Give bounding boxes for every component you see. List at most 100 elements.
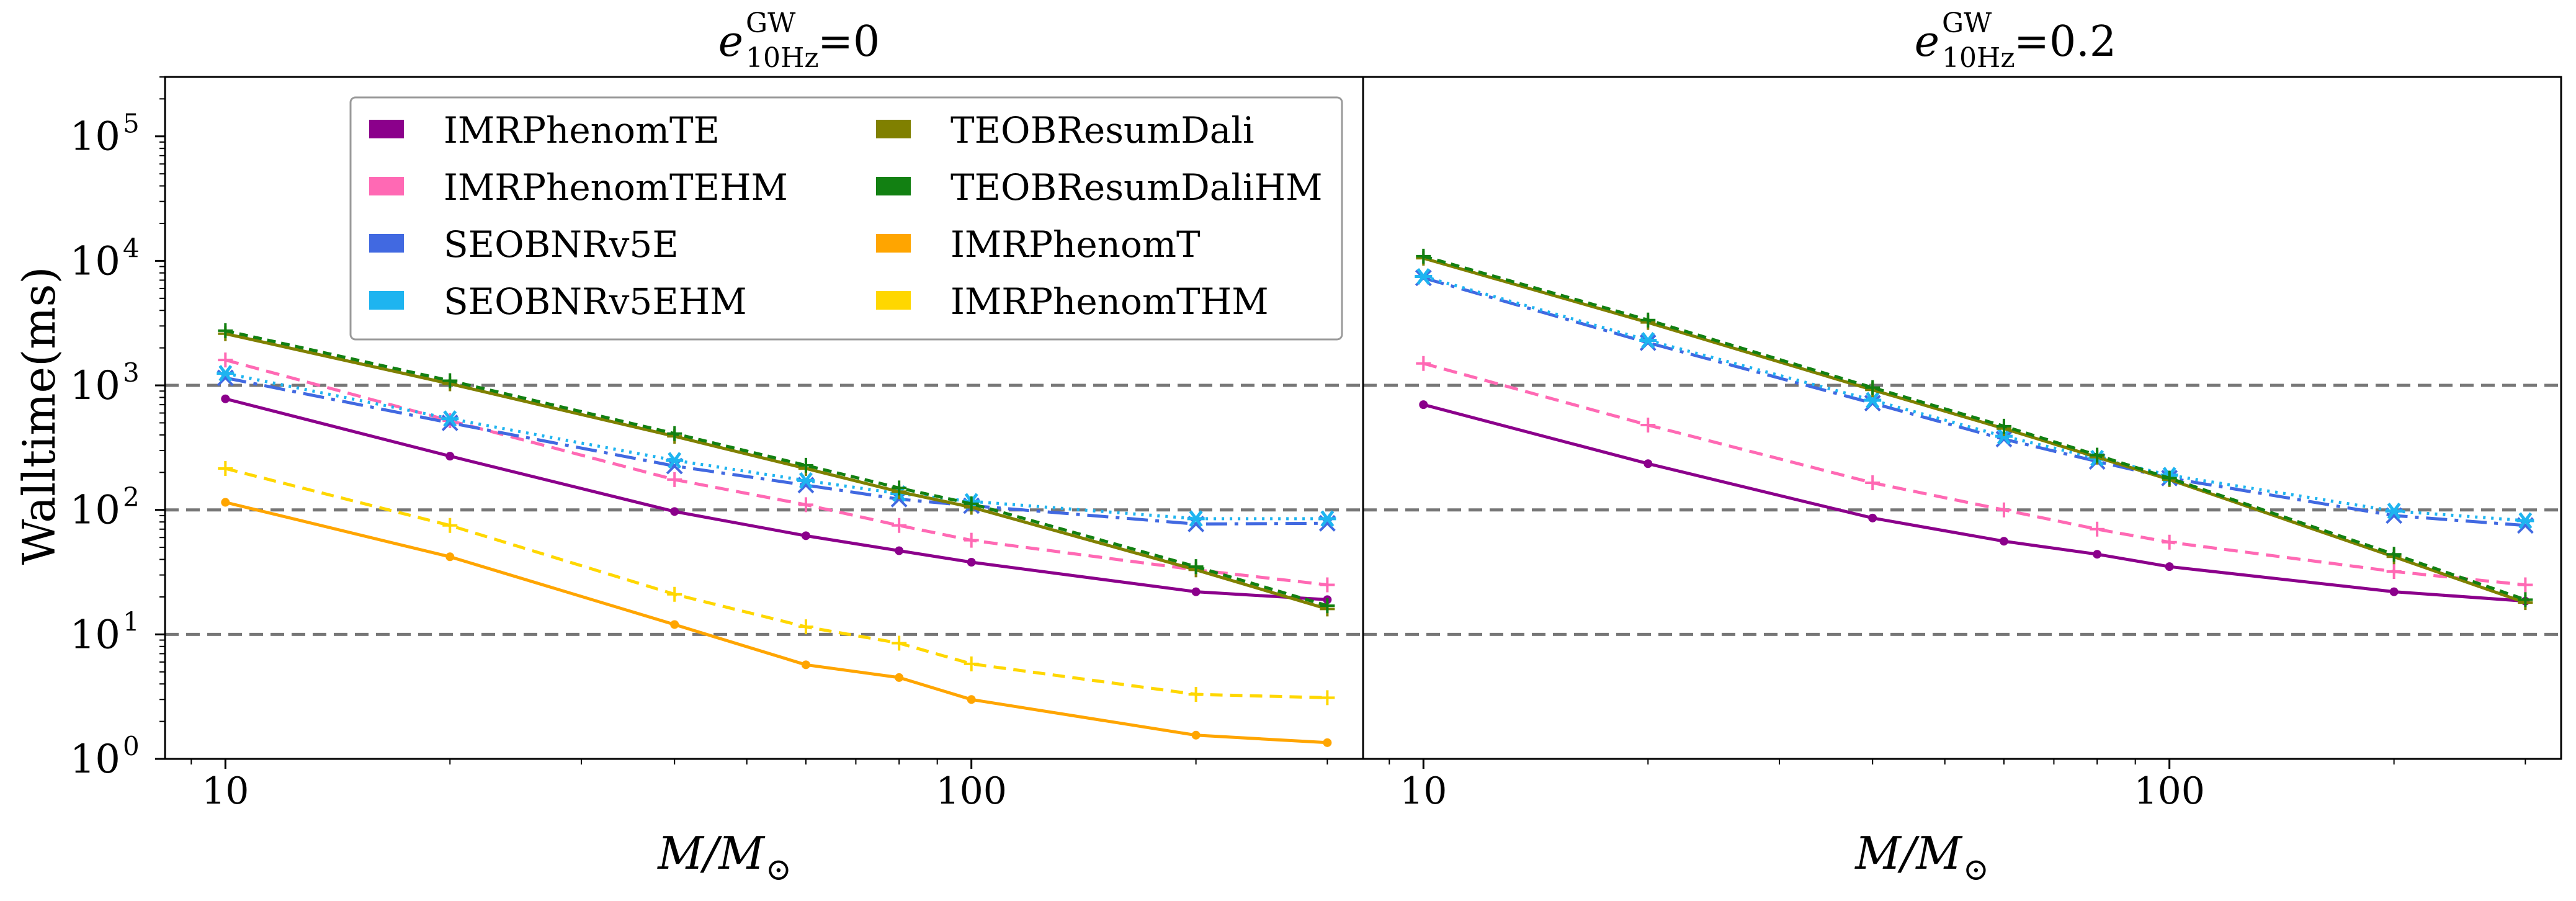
- data-point: [1191, 730, 1201, 740]
- panel-left-hlines: [165, 383, 1363, 636]
- series-line: [225, 397, 1328, 601]
- data-point: [1320, 598, 1335, 614]
- data-point: [667, 586, 682, 602]
- data-point: [666, 452, 684, 469]
- y-tick-label: 10 5: [70, 109, 140, 160]
- x-axis-label-sub: ⊙: [766, 851, 792, 887]
- panel-right-title: e GW 10Hz =0.2: [1915, 7, 2116, 74]
- legend-frame: [349, 96, 1343, 341]
- data-point: [221, 498, 230, 507]
- data-point: [1416, 248, 1431, 264]
- panel-right-frame: [1362, 76, 2562, 760]
- series-line: [225, 501, 1328, 745]
- legend-entry-SEOBNRv5E: SEOBNRv5E: [369, 223, 679, 266]
- data-point: [1416, 356, 1431, 371]
- series-line: [225, 332, 1328, 611]
- svg-text:0: 0: [123, 731, 140, 761]
- data-point: [2518, 577, 2533, 593]
- data-point: [892, 480, 907, 496]
- data-point: [667, 426, 682, 441]
- panel-right-series: [1415, 248, 2534, 611]
- x-axis-label-left: M/M ⊙: [656, 827, 792, 887]
- data-point: [1639, 331, 1657, 349]
- y-tick-label: 10 1: [70, 606, 140, 658]
- data-point: [2386, 563, 2402, 579]
- panel-left-series: [217, 323, 1336, 747]
- y-tick-label: 10 0: [70, 731, 140, 782]
- data-point: [895, 673, 904, 682]
- legend-swatch: [876, 291, 911, 310]
- title-sub: 10Hz: [746, 42, 819, 74]
- series-line: [225, 329, 1328, 607]
- data-point: [2389, 587, 2399, 596]
- data-point: [1419, 400, 1428, 410]
- series-IMRPhenomT: [221, 498, 1332, 747]
- legend-swatch: [369, 234, 404, 253]
- data-point: [798, 497, 813, 513]
- title-sup: GW: [1942, 7, 1992, 39]
- data-point: [964, 532, 979, 548]
- data-point: [1188, 559, 1204, 575]
- data-point: [2162, 534, 2177, 550]
- data-point: [1188, 686, 1204, 702]
- legend-entry-IMRPhenomT: IMRPhenomT: [876, 223, 1201, 266]
- data-point: [2386, 547, 2402, 562]
- y-tick-label: 10 4: [70, 233, 140, 284]
- data-point: [892, 518, 907, 533]
- series-line: [1423, 254, 2526, 601]
- legend-entry-SEOBNRv5EHM: SEOBNRv5EHM: [369, 280, 747, 323]
- data-point: [1191, 587, 1201, 596]
- svg-text:2: 2: [123, 482, 140, 513]
- legend-entry-TEOBResumDaliHM: TEOBResumDaliHM: [876, 166, 1322, 208]
- data-point: [221, 394, 230, 403]
- x-tick-label: 10: [202, 769, 249, 813]
- data-point: [1187, 510, 1205, 527]
- legend-swatch: [369, 120, 404, 138]
- data-point: [442, 518, 458, 533]
- data-point: [1640, 312, 1656, 328]
- data-point: [217, 365, 235, 382]
- data-point: [2162, 470, 2177, 486]
- panel-right-xticks: 10 100: [1389, 759, 2526, 813]
- data-point: [218, 352, 233, 368]
- series-line: [225, 467, 1328, 699]
- legend-label: IMRPhenomTE: [444, 109, 720, 151]
- legend-entry-TEOBResumDali: TEOBResumDali: [876, 109, 1254, 151]
- data-point: [2518, 592, 2533, 607]
- legend: IMRPhenomTE TEOBResumDali IMRPhenomTEHM TEO…: [349, 96, 1343, 341]
- series-line: [225, 372, 1328, 521]
- svg-text:10: 10: [70, 612, 120, 658]
- data-point: [1996, 418, 2011, 434]
- data-point: [2093, 550, 2102, 559]
- legend-entry-IMRPhenomTEHM: IMRPhenomTEHM: [369, 166, 788, 208]
- data-point: [2385, 502, 2403, 519]
- legend-label: TEOBResumDali: [950, 109, 1254, 151]
- data-point: [2165, 562, 2174, 572]
- svg-text:3: 3: [123, 357, 140, 388]
- x-axis-label-base: M/M: [1854, 827, 1963, 879]
- data-point: [670, 507, 679, 516]
- x-tick-label: 100: [936, 769, 1007, 813]
- series-TEOBResumDaliHM: [218, 323, 1335, 614]
- series-line: [1423, 403, 2526, 603]
- data-point: [1318, 510, 1336, 527]
- x-axis-label-sub: ⊙: [1963, 851, 1989, 887]
- title-rest: =0.2: [2014, 17, 2116, 66]
- x-tick-label: 10: [1400, 769, 1447, 813]
- series-IMRPhenomTE: [221, 394, 1332, 604]
- y-axis-label: Walltime(ms): [13, 267, 65, 565]
- data-point: [218, 323, 233, 338]
- x-axis-label-base: M/M: [656, 827, 766, 879]
- legend-label: IMRPhenomTEHM: [444, 166, 788, 208]
- x-axis-label-right: M/M ⊙: [1854, 827, 1989, 887]
- data-point: [964, 496, 979, 511]
- data-point: [1996, 502, 2011, 518]
- title-sup: GW: [746, 7, 796, 39]
- data-point: [964, 656, 979, 671]
- svg-text:5: 5: [123, 109, 140, 139]
- svg-text:10: 10: [70, 114, 120, 160]
- data-point: [801, 531, 810, 540]
- panel-left-xticks: 10 100: [190, 759, 1328, 813]
- legend-label: IMRPhenomT: [950, 223, 1201, 266]
